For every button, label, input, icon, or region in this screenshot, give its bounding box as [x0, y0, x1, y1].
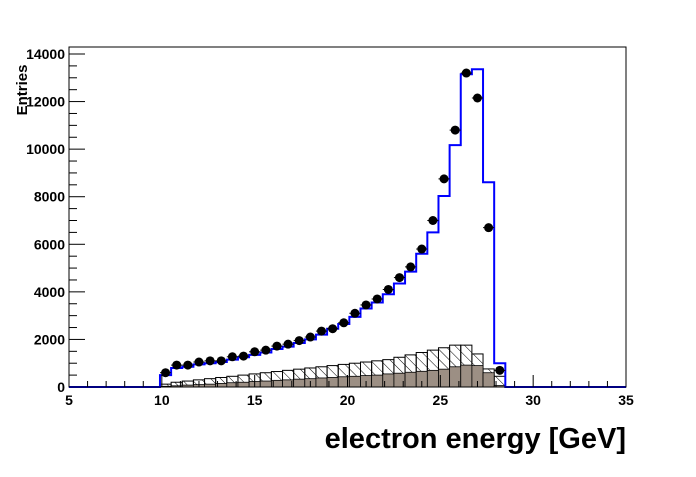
x-tick-label: 15: [247, 392, 263, 408]
mc-step-histogram: [69, 68, 626, 388]
filled-bin: [371, 374, 384, 388]
data-point: [328, 324, 338, 334]
data-point: [406, 262, 416, 272]
data-point: [439, 174, 449, 184]
data-point: [361, 300, 371, 310]
y-tick-label: 0: [57, 379, 65, 395]
filled-bin: [460, 364, 473, 388]
data-point: [250, 347, 260, 357]
data-point: [394, 273, 404, 283]
y-tick-label: 10000: [26, 141, 65, 157]
filled-bin: [293, 378, 306, 388]
data-point: [472, 93, 482, 103]
data-point: [428, 216, 438, 225]
data-point: [372, 294, 382, 304]
data-point: [495, 365, 505, 375]
data-point: [227, 352, 237, 362]
data-point: [383, 284, 393, 294]
x-tick-label: 30: [525, 392, 541, 408]
data-point: [194, 357, 204, 367]
x-tick-label: 35: [618, 392, 634, 408]
data-point: [272, 341, 282, 351]
x-tick-label: 5: [65, 392, 73, 408]
data-point: [283, 339, 293, 349]
data-point: [205, 356, 215, 366]
data-point: [417, 244, 427, 254]
data-point: [161, 368, 171, 378]
y-tick-label: 2000: [34, 331, 65, 347]
filled-bin: [482, 372, 495, 388]
filled-bin: [237, 381, 250, 388]
data-point: [484, 223, 494, 233]
data-point: [305, 332, 315, 342]
data-point: [216, 356, 226, 366]
x-tick-label: 20: [340, 392, 356, 408]
x-tick-label: 25: [433, 392, 449, 408]
data-point: [317, 326, 327, 336]
filled-bin: [348, 375, 361, 388]
filled-bin: [426, 369, 439, 388]
data-point: [183, 360, 193, 370]
plot-frame: [68, 46, 627, 388]
data-point: [239, 351, 249, 361]
y-tick-label: 14000: [26, 46, 65, 62]
filled-bin: [404, 371, 417, 388]
data-point: [339, 318, 349, 328]
data-point: [294, 336, 304, 346]
x-axis-title: electron energy [GeV]: [325, 423, 626, 455]
y-tick-label: 4000: [34, 284, 65, 300]
y-axis-title: Entries: [14, 65, 31, 116]
data-point: [461, 68, 471, 78]
filled-bin: [315, 377, 328, 388]
y-tick-label: 8000: [34, 189, 65, 205]
data-point: [450, 125, 460, 135]
y-tick-label: 12000: [26, 94, 65, 110]
data-point: [350, 308, 360, 318]
x-tick-label: 10: [154, 392, 170, 408]
filled-bin: [259, 380, 272, 388]
data-point: [261, 345, 271, 355]
data-point: [172, 360, 182, 370]
y-tick-label: 6000: [34, 236, 65, 252]
